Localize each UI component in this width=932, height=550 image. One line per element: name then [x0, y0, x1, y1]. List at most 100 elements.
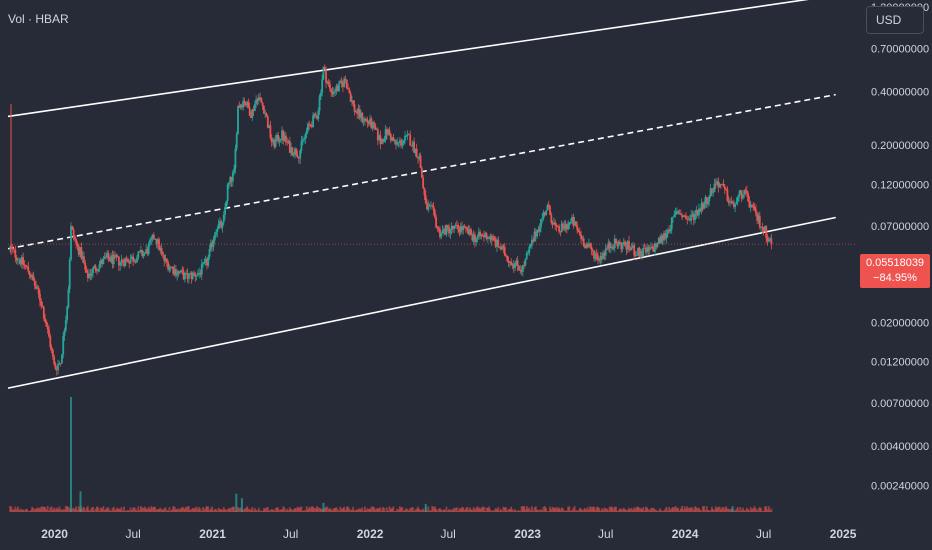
- candle-body: [736, 197, 739, 202]
- candle-body: [129, 259, 132, 264]
- volume-bar: [413, 510, 415, 512]
- volume-bar: [761, 510, 764, 512]
- candle-body: [363, 118, 366, 121]
- candle-body: [46, 326, 49, 330]
- volume-bar: [345, 506, 348, 512]
- volume-bar: [474, 509, 476, 512]
- currency-button[interactable]: USD: [866, 6, 924, 34]
- candle-body: [316, 115, 318, 119]
- candle-body: [384, 129, 387, 140]
- volume-bar: [611, 506, 614, 512]
- candle-body: [529, 244, 532, 247]
- candle-body: [731, 202, 734, 204]
- candle-body: [382, 138, 384, 143]
- candle-body: [701, 203, 704, 210]
- volume-bar: [59, 509, 62, 512]
- volume-bar: [669, 509, 672, 512]
- candle-body: [484, 233, 487, 238]
- volume-bar: [661, 510, 664, 512]
- volume-spike: [70, 397, 73, 512]
- candle-body: [396, 142, 399, 145]
- volume-bar: [265, 507, 268, 512]
- candle-body: [660, 235, 663, 244]
- candle-body: [630, 247, 633, 251]
- volume-bar: [20, 509, 23, 512]
- volume-bar: [753, 506, 756, 512]
- candle-body: [510, 261, 513, 266]
- volume-bar: [147, 506, 150, 512]
- candle-body: [300, 141, 303, 151]
- volume-bar: [220, 508, 223, 512]
- volume-bar: [725, 506, 728, 512]
- candle-body: [540, 219, 542, 228]
- volume-bar: [296, 506, 299, 512]
- volume-bar: [321, 508, 324, 512]
- volume-bar: [137, 506, 140, 512]
- volume-bar: [694, 506, 696, 512]
- volume-bar: [198, 506, 201, 512]
- candle-body: [209, 242, 212, 249]
- candle-body: [31, 275, 34, 278]
- volume-bar: [93, 510, 96, 512]
- candle-body: [22, 257, 25, 265]
- volume-bar: [360, 509, 362, 512]
- volume-bar: [194, 507, 197, 512]
- volume-bar: [45, 509, 48, 512]
- candle-body: [388, 129, 391, 135]
- volume-bar: [454, 508, 457, 512]
- candle-body: [379, 135, 382, 145]
- volume-bar: [531, 506, 533, 512]
- candle-body: [676, 211, 678, 213]
- candle-body: [291, 147, 294, 156]
- volume-bar: [426, 510, 428, 512]
- volume-bar: [221, 509, 224, 512]
- candle-body: [84, 262, 87, 270]
- candle-body: [647, 247, 650, 251]
- candle-body: [648, 248, 651, 251]
- volume-bar: [551, 506, 554, 512]
- volume-bar: [397, 509, 400, 512]
- candle-body: [562, 223, 564, 226]
- candle-body: [572, 217, 575, 226]
- candle-body: [92, 267, 94, 274]
- candle-body: [62, 335, 65, 355]
- volume-bar: [553, 507, 555, 512]
- volume-bar: [263, 508, 265, 512]
- candle-body: [606, 248, 608, 250]
- volume-bar: [396, 508, 399, 512]
- volume-bar: [278, 509, 281, 512]
- candle-body: [644, 248, 647, 253]
- volume-bar: [705, 506, 708, 512]
- candle-body: [206, 259, 208, 266]
- candle-body: [474, 234, 476, 243]
- candle-body: [643, 248, 646, 249]
- volume-bar: [512, 510, 515, 512]
- candle-body: [71, 226, 74, 230]
- candle-body: [39, 293, 41, 302]
- volume-bar: [272, 509, 274, 512]
- volume-bar: [108, 510, 111, 512]
- candle-body: [455, 224, 458, 226]
- candle-body: [479, 231, 482, 237]
- volume-bar: [644, 506, 647, 512]
- candle-body: [196, 273, 199, 276]
- volume-bar: [40, 506, 43, 512]
- volume-bar: [584, 508, 586, 512]
- candle-body: [612, 247, 615, 249]
- candle-body: [234, 148, 237, 169]
- candle-body: [664, 233, 667, 239]
- volume-bar: [525, 506, 528, 512]
- volume-bar: [620, 508, 623, 512]
- volume-bar: [527, 508, 529, 512]
- volume-bar: [28, 510, 31, 512]
- candle-body: [688, 219, 691, 221]
- candle-body: [533, 231, 536, 242]
- volume-bar: [700, 510, 703, 512]
- candle-body: [133, 260, 136, 262]
- volume-bar: [189, 510, 192, 512]
- volume-bar: [743, 510, 746, 512]
- volume-bar: [477, 507, 480, 512]
- volume-bar: [244, 508, 247, 512]
- candle-body: [747, 193, 750, 202]
